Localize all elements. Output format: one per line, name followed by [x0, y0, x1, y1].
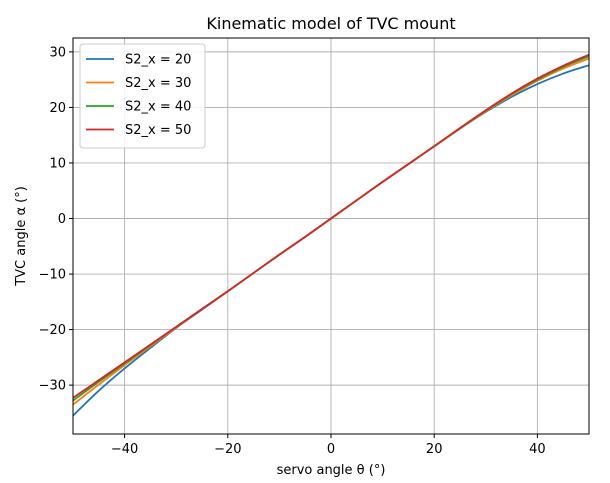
y-tick-label: −10: [39, 268, 66, 283]
y-tick-label: 20: [49, 101, 66, 116]
legend-label: S2_x = 50: [125, 123, 191, 138]
legend-label: S2_x = 30: [125, 76, 191, 91]
y-axis-title: TVC angle α (°): [14, 186, 29, 287]
y-tick-label: 10: [49, 156, 66, 171]
y-tick-label: 30: [49, 45, 66, 60]
x-axis-title: servo angle θ (°): [277, 463, 386, 478]
legend-label: S2_x = 40: [125, 100, 191, 115]
y-tick-label: −20: [39, 323, 66, 338]
x-tick-label: 40: [529, 442, 546, 457]
legend-label: S2_x = 20: [125, 53, 191, 68]
legend: S2_x = 20 S2_x = 30 S2_x = 40 S2_x = 50: [79, 43, 206, 149]
chart-title: Kinematic model of TVC mount: [206, 14, 455, 33]
x-tick-label: 0: [327, 442, 335, 457]
series-line-4: [73, 53, 589, 399]
y-tick-label: −30: [39, 379, 66, 394]
x-tick-label: −20: [214, 442, 241, 457]
x-tick-label: 20: [426, 442, 443, 457]
legend-box: [79, 43, 206, 149]
series-lines: [73, 53, 589, 417]
y-tick-label: 0: [58, 212, 66, 227]
axis-ticks: −40 −20 0 20 40 −30 −20 −10 0 10 20 30: [39, 45, 546, 457]
x-tick-label: −40: [111, 442, 138, 457]
